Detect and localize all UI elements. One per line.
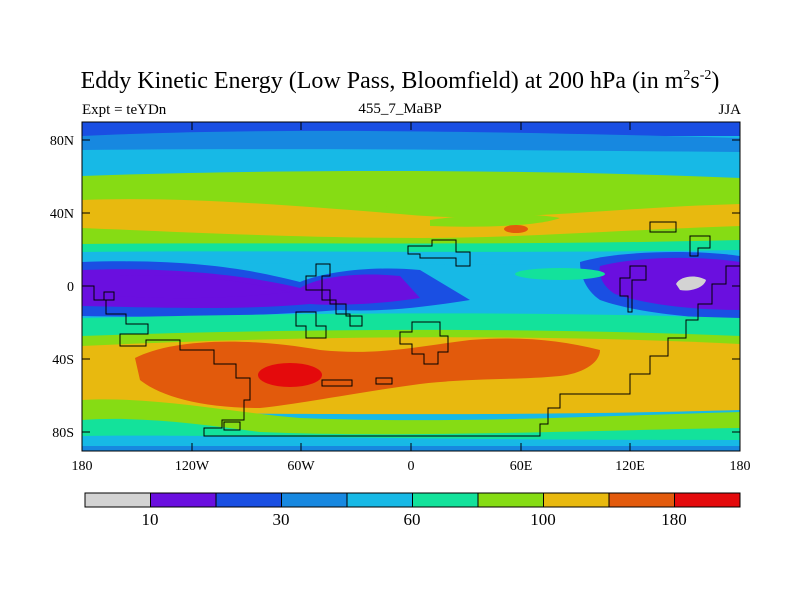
colorbar-swatch — [477, 492, 544, 508]
colorbar-swatch — [674, 492, 741, 508]
case-label: 455_7_MaBP — [358, 101, 442, 117]
colorbar-swatch — [543, 492, 610, 508]
colorbar-swatch — [150, 492, 217, 508]
x-tick-label: 120W — [175, 459, 210, 474]
colorbar-label: 30 — [273, 510, 290, 529]
x-tick-label: 60E — [510, 459, 533, 474]
y-tick-label: 40N — [50, 207, 74, 222]
y-tick-label: 80S — [52, 426, 74, 441]
y-tick-label: 80N — [50, 134, 74, 149]
colorbar-label: 60 — [404, 510, 421, 529]
colorbar-swatch — [84, 492, 151, 508]
contour-fill — [82, 122, 740, 451]
colorbar-label: 100 — [530, 510, 556, 529]
colorbar-swatch — [215, 492, 282, 508]
x-tick-label: 180 — [730, 459, 751, 474]
y-tick-label: 40S — [52, 353, 74, 368]
season-label: JJA — [718, 102, 741, 118]
land-outline — [82, 221, 740, 437]
axis-ticks — [81, 122, 741, 451]
x-tick-labels: 180 120W 60W 0 60E 120E 180 — [72, 459, 751, 474]
colorbar-swatch — [346, 492, 413, 508]
y-tick-labels: 80N 40N 0 40S 80S — [50, 134, 74, 441]
x-tick-label: 120E — [615, 459, 645, 474]
colorbar-swatch — [412, 492, 479, 508]
x-tick-label: 60W — [287, 459, 315, 474]
x-tick-label: 0 — [408, 459, 415, 474]
x-tick-label: 180 — [72, 459, 93, 474]
colorbar-labels: 10 30 60 100 180 — [142, 510, 687, 529]
colorbar-label: 180 — [661, 510, 687, 529]
plot-title: Eddy Kinetic Energy (Low Pass, Bloomfiel… — [80, 68, 720, 94]
colorbar-swatch — [281, 492, 348, 508]
experiment-label: Expt = teYDn — [82, 102, 167, 118]
colorbar — [84, 492, 741, 508]
colorbar-label: 10 — [142, 510, 159, 529]
colorbar-swatch — [608, 492, 675, 508]
y-tick-label: 0 — [67, 280, 74, 295]
